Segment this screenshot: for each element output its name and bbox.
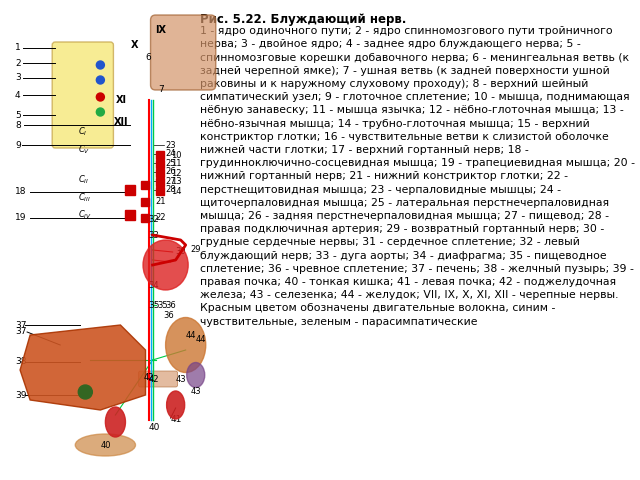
- Polygon shape: [20, 325, 145, 410]
- Ellipse shape: [76, 434, 136, 456]
- Text: 21: 21: [156, 197, 166, 206]
- Text: 42: 42: [143, 373, 154, 383]
- Text: X: X: [131, 40, 138, 50]
- Text: 42: 42: [148, 375, 159, 384]
- Text: $C_{III}$: $C_{III}$: [78, 192, 91, 204]
- Text: 20: 20: [156, 180, 166, 190]
- Text: 44: 44: [196, 336, 206, 345]
- Text: 1 - ядро одиночного пути; 2 - ядро спинномозгового пути тройничного нерва; 3 - д: 1 - ядро одиночного пути; 2 - ядро спинн…: [200, 26, 636, 326]
- Ellipse shape: [143, 240, 188, 290]
- Bar: [141, 198, 148, 206]
- Text: XI: XI: [115, 95, 127, 105]
- Bar: [125, 210, 136, 220]
- Ellipse shape: [166, 317, 205, 372]
- Text: 38: 38: [15, 358, 26, 367]
- Text: 18: 18: [15, 188, 26, 196]
- Circle shape: [97, 61, 104, 69]
- Text: 24: 24: [166, 149, 176, 158]
- Text: IX: IX: [156, 25, 166, 35]
- Text: 19: 19: [15, 214, 26, 223]
- Text: 33: 33: [148, 230, 159, 240]
- Text: 41: 41: [171, 416, 182, 424]
- Ellipse shape: [166, 391, 185, 419]
- Text: 14: 14: [171, 187, 181, 195]
- Text: 36: 36: [166, 300, 177, 310]
- Text: $C_V$: $C_V$: [78, 144, 90, 156]
- Circle shape: [97, 108, 104, 116]
- Text: $C_{IV}$: $C_{IV}$: [78, 209, 92, 221]
- Text: 4: 4: [15, 91, 20, 99]
- Text: 40: 40: [100, 441, 111, 449]
- Text: 9: 9: [15, 141, 21, 149]
- Text: 2: 2: [15, 59, 20, 68]
- Text: 5: 5: [15, 110, 21, 120]
- Bar: [156, 151, 164, 159]
- Text: 39: 39: [15, 391, 26, 399]
- Text: 11: 11: [171, 159, 181, 168]
- Text: 13: 13: [171, 178, 181, 187]
- Text: 3: 3: [15, 73, 21, 83]
- Text: 43: 43: [175, 375, 186, 384]
- Text: 8: 8: [15, 120, 21, 130]
- Bar: [156, 169, 164, 177]
- Bar: [156, 178, 164, 186]
- Text: 22: 22: [156, 214, 166, 223]
- Text: 23: 23: [166, 141, 176, 149]
- Text: 43: 43: [191, 387, 202, 396]
- Text: $C_I$: $C_I$: [78, 126, 88, 138]
- Text: 7: 7: [159, 85, 164, 95]
- Text: 27: 27: [166, 177, 176, 185]
- Text: 35: 35: [148, 300, 160, 310]
- Text: 12: 12: [171, 168, 181, 178]
- Text: 37: 37: [15, 327, 26, 336]
- Text: 35: 35: [157, 300, 168, 310]
- FancyBboxPatch shape: [52, 42, 113, 148]
- Text: 29: 29: [191, 245, 201, 254]
- Ellipse shape: [106, 407, 125, 437]
- Text: 32: 32: [148, 216, 159, 225]
- Bar: [141, 181, 148, 189]
- FancyBboxPatch shape: [138, 371, 178, 387]
- Text: 1: 1: [15, 44, 21, 52]
- Bar: [156, 187, 164, 195]
- Text: 28: 28: [166, 185, 176, 194]
- FancyBboxPatch shape: [150, 15, 216, 90]
- Text: 36: 36: [164, 311, 174, 320]
- Bar: [156, 160, 164, 168]
- Text: 25: 25: [166, 158, 176, 168]
- Bar: [141, 214, 148, 222]
- Text: 44: 44: [186, 331, 196, 339]
- Text: 37: 37: [15, 321, 26, 329]
- Text: Рис. 5.22. Блуждающий нерв.: Рис. 5.22. Блуждающий нерв.: [200, 13, 407, 26]
- Text: 30: 30: [175, 248, 186, 256]
- Text: 40: 40: [148, 423, 160, 432]
- Text: 34: 34: [148, 280, 159, 289]
- Circle shape: [97, 76, 104, 84]
- Ellipse shape: [187, 362, 205, 387]
- Bar: [125, 185, 136, 195]
- Text: $C_{II}$: $C_{II}$: [78, 174, 90, 186]
- Circle shape: [78, 385, 92, 399]
- Text: 26: 26: [166, 168, 176, 177]
- Text: 10: 10: [171, 151, 181, 159]
- Circle shape: [97, 93, 104, 101]
- Text: 6: 6: [145, 53, 151, 62]
- Text: XII: XII: [113, 117, 128, 127]
